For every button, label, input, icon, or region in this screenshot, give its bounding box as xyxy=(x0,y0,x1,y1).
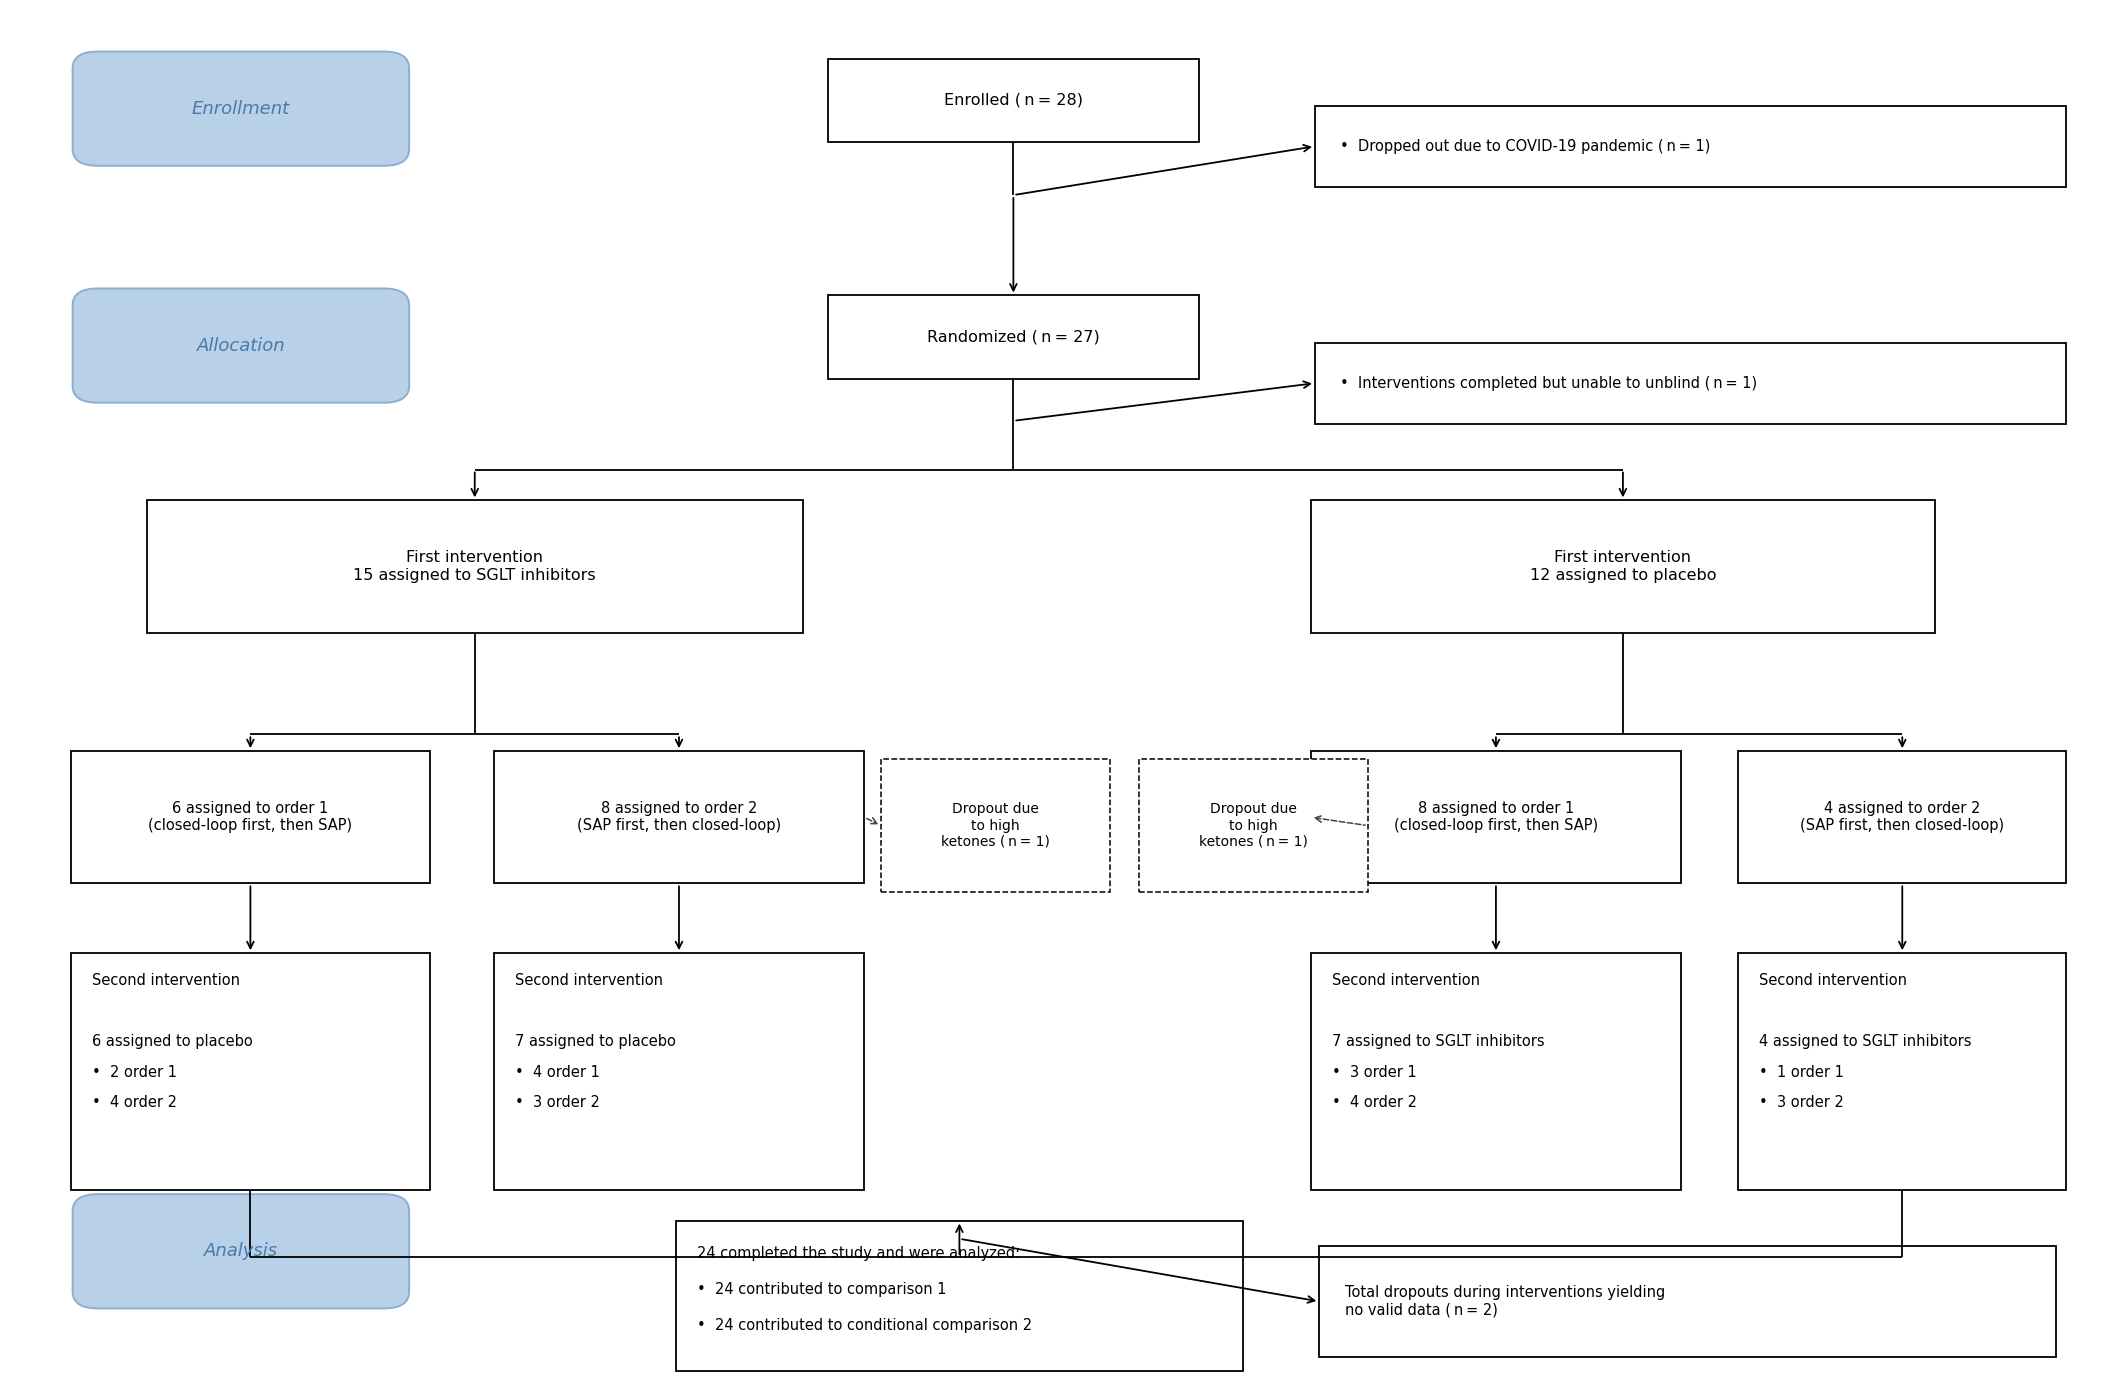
Text: Second intervention: Second intervention xyxy=(1759,972,1908,988)
FancyBboxPatch shape xyxy=(675,1221,1243,1371)
Text: Analysis: Analysis xyxy=(204,1242,278,1260)
Text: •  3 order 2: • 3 order 2 xyxy=(516,1095,601,1111)
Text: •  Dropped out due to COVID-19 pandemic ( n = 1): • Dropped out due to COVID-19 pandemic (… xyxy=(1341,139,1710,154)
Text: Second intervention: Second intervention xyxy=(516,972,662,988)
FancyBboxPatch shape xyxy=(1316,106,2067,186)
Text: •  4 order 1: • 4 order 1 xyxy=(516,1065,601,1080)
Text: Second intervention: Second intervention xyxy=(1333,972,1479,988)
FancyBboxPatch shape xyxy=(494,751,864,883)
Text: •  24 contributed to comparison 1: • 24 contributed to comparison 1 xyxy=(696,1281,946,1297)
FancyBboxPatch shape xyxy=(72,288,410,403)
Text: First intervention
12 assigned to placebo: First intervention 12 assigned to placeb… xyxy=(1530,550,1717,582)
Text: 24 completed the study and were analyzed:: 24 completed the study and were analyzed… xyxy=(696,1245,1021,1260)
Text: 6 assigned to placebo: 6 assigned to placebo xyxy=(91,1034,253,1049)
Text: Enrollment: Enrollment xyxy=(191,99,291,118)
Text: First intervention
15 assigned to SGLT inhibitors: First intervention 15 assigned to SGLT i… xyxy=(354,550,596,582)
Text: •  1 order 1: • 1 order 1 xyxy=(1759,1065,1844,1080)
FancyBboxPatch shape xyxy=(1320,1245,2056,1357)
FancyBboxPatch shape xyxy=(881,760,1110,891)
Text: Second intervention: Second intervention xyxy=(91,972,240,988)
FancyBboxPatch shape xyxy=(494,953,864,1191)
Text: •  3 order 1: • 3 order 1 xyxy=(1333,1065,1417,1080)
FancyBboxPatch shape xyxy=(1311,953,1681,1191)
Text: 6 assigned to order 1
(closed-loop first, then SAP): 6 assigned to order 1 (closed-loop first… xyxy=(149,802,352,834)
FancyBboxPatch shape xyxy=(1738,953,2067,1191)
Text: Total dropouts during interventions yielding
no valid data ( n = 2): Total dropouts during interventions yiel… xyxy=(1345,1286,1666,1318)
Text: Allocation: Allocation xyxy=(197,337,284,354)
FancyBboxPatch shape xyxy=(70,751,431,883)
FancyBboxPatch shape xyxy=(828,295,1199,379)
Text: Dropout due
to high
ketones ( n = 1): Dropout due to high ketones ( n = 1) xyxy=(1199,803,1307,849)
Text: 8 assigned to order 2
(SAP first, then closed-loop): 8 assigned to order 2 (SAP first, then c… xyxy=(577,802,781,834)
Text: •  4 order 2: • 4 order 2 xyxy=(91,1095,176,1111)
Text: 7 assigned to placebo: 7 assigned to placebo xyxy=(516,1034,675,1049)
Text: •  3 order 2: • 3 order 2 xyxy=(1759,1095,1844,1111)
Text: 4 assigned to SGLT inhibitors: 4 assigned to SGLT inhibitors xyxy=(1759,1034,1971,1049)
Text: 4 assigned to order 2
(SAP first, then closed-loop): 4 assigned to order 2 (SAP first, then c… xyxy=(1799,802,2005,834)
FancyBboxPatch shape xyxy=(1316,343,2067,424)
FancyBboxPatch shape xyxy=(1311,501,1935,632)
FancyBboxPatch shape xyxy=(1140,760,1369,891)
Text: 7 assigned to SGLT inhibitors: 7 assigned to SGLT inhibitors xyxy=(1333,1034,1545,1049)
Text: 8 assigned to order 1
(closed-loop first, then SAP): 8 assigned to order 1 (closed-loop first… xyxy=(1394,802,1598,834)
Text: Randomized ( n = 27): Randomized ( n = 27) xyxy=(927,330,1099,344)
Text: •  2 order 1: • 2 order 1 xyxy=(91,1065,176,1080)
Text: •  4 order 2: • 4 order 2 xyxy=(1333,1095,1417,1111)
Text: Dropout due
to high
ketones ( n = 1): Dropout due to high ketones ( n = 1) xyxy=(940,803,1050,849)
FancyBboxPatch shape xyxy=(72,1195,410,1308)
Text: Enrolled ( n = 28): Enrolled ( n = 28) xyxy=(944,92,1082,108)
FancyBboxPatch shape xyxy=(828,59,1199,143)
Text: •  24 contributed to conditional comparison 2: • 24 contributed to conditional comparis… xyxy=(696,1318,1031,1333)
FancyBboxPatch shape xyxy=(72,52,410,166)
FancyBboxPatch shape xyxy=(146,501,802,632)
Text: •  Interventions completed but unable to unblind ( n = 1): • Interventions completed but unable to … xyxy=(1341,376,1757,390)
FancyBboxPatch shape xyxy=(1311,751,1681,883)
FancyBboxPatch shape xyxy=(70,953,431,1191)
FancyBboxPatch shape xyxy=(1738,751,2067,883)
